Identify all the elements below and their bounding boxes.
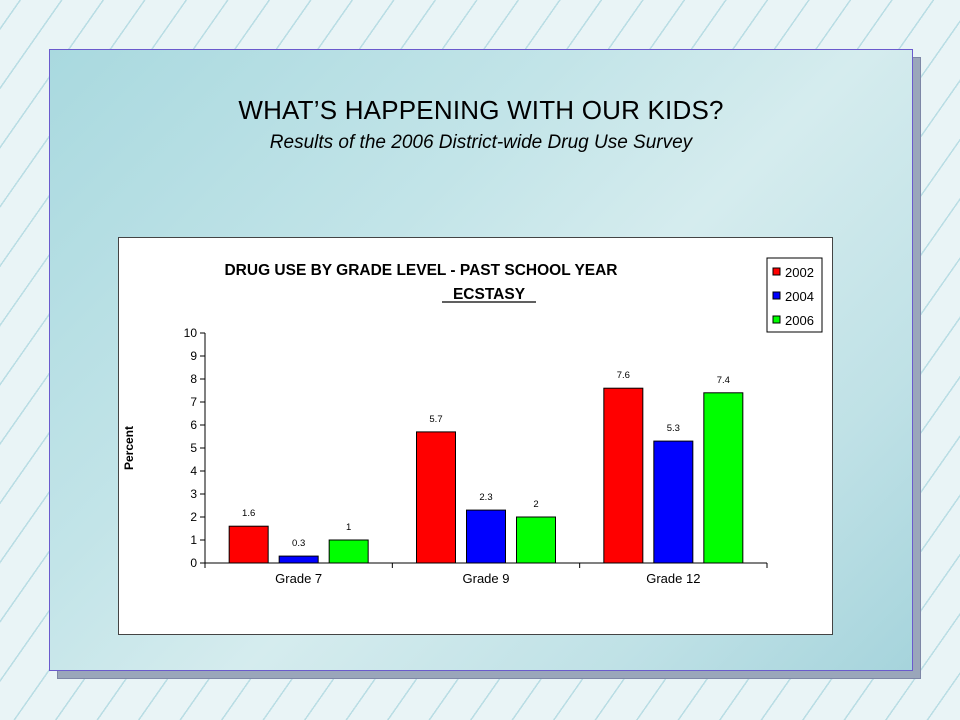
legend-swatch xyxy=(772,315,781,324)
chart-bars xyxy=(228,387,744,564)
chart: DRUG USE BY GRADE LEVEL - PAST SCHOOL YE… xyxy=(122,257,823,586)
legend-label: 2004 xyxy=(785,289,814,304)
chart-data-labels: 1.6 5.7 7.6 0.3 2.3 5.3 1 2 7.4 xyxy=(242,370,730,549)
legend-swatch xyxy=(772,291,781,300)
y-tick-label: 4 xyxy=(190,464,197,478)
chart-legend: 2002 2004 2006 xyxy=(766,257,823,333)
y-tick-label: 8 xyxy=(190,372,197,386)
bar-2006-grade-12 xyxy=(703,392,744,564)
slide: WHAT’S HAPPENING WITH OUR KIDS? Results … xyxy=(49,49,913,671)
bar-2004-grade-12 xyxy=(653,440,694,564)
bar-2004-grade-7 xyxy=(278,555,319,564)
legend-label: 2002 xyxy=(785,265,814,280)
y-tick-label: 7 xyxy=(190,395,197,409)
bar-data-label: 2.3 xyxy=(479,492,492,503)
bar-data-label: 0.3 xyxy=(292,538,305,549)
x-category-label: Grade 9 xyxy=(463,571,510,586)
bar-data-label: 1 xyxy=(346,522,351,533)
y-tick-label: 6 xyxy=(190,418,197,432)
bar-data-label: 5.7 xyxy=(429,414,442,425)
bar-2002-grade-12 xyxy=(603,387,644,564)
bar-2006-grade-7 xyxy=(328,539,369,564)
y-tick-label: 5 xyxy=(190,441,197,455)
bar-2004-grade-9 xyxy=(466,509,506,564)
y-tick-label: 3 xyxy=(190,487,197,501)
bar-2002-grade-7 xyxy=(228,525,269,564)
slide-title: WHAT’S HAPPENING WITH OUR KIDS? xyxy=(238,95,724,125)
legend-swatch xyxy=(772,267,781,276)
bar-data-label: 7.4 xyxy=(717,375,730,386)
bar-data-label: 1.6 xyxy=(242,508,255,519)
chart-panel: DRUG USE BY GRADE LEVEL - PAST SCHOOL YE… xyxy=(118,237,833,635)
y-tick-label: 1 xyxy=(190,533,197,547)
x-category-label: Grade 12 xyxy=(646,571,700,586)
y-tick-label: 9 xyxy=(190,349,197,363)
x-category-label: Grade 7 xyxy=(275,571,322,586)
y-tick-label: 0 xyxy=(190,556,197,570)
chart-title: DRUG USE BY GRADE LEVEL - PAST SCHOOL YE… xyxy=(224,262,617,279)
y-tick-label: 2 xyxy=(190,510,197,524)
y-axis-title: Percent xyxy=(122,426,136,470)
bar-2002-grade-9 xyxy=(416,431,456,564)
chart-subtitle: ECSTASY xyxy=(453,286,526,303)
bar-data-label: 5.3 xyxy=(667,423,680,434)
bar-data-label: 2 xyxy=(533,499,538,510)
slide-subtitle: Results of the 2006 District-wide Drug U… xyxy=(269,132,693,153)
y-tick-label: 10 xyxy=(184,326,198,340)
legend-label: 2006 xyxy=(785,313,814,328)
bar-data-label: 7.6 xyxy=(617,370,630,381)
bar-2006-grade-9 xyxy=(516,516,556,564)
